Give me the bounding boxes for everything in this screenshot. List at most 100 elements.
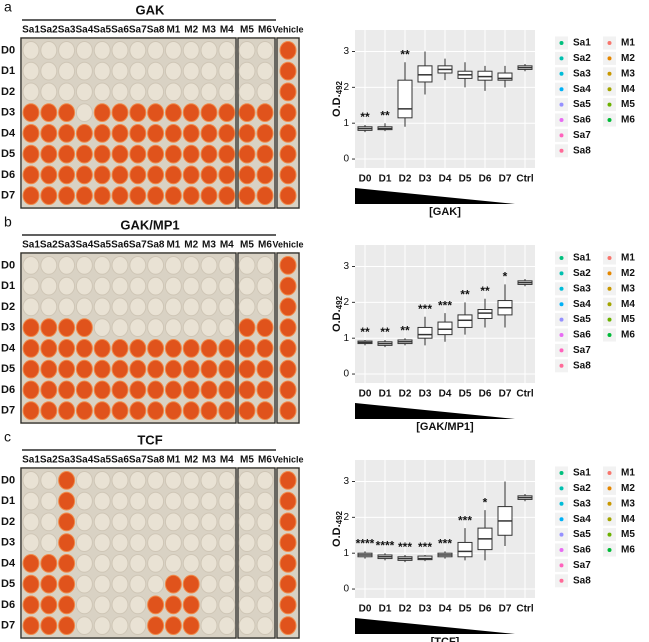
plate-column-label: M6 [258, 240, 272, 251]
x-tick-label: D7 [499, 389, 512, 400]
significance: ** [360, 325, 370, 339]
significance: **** [356, 537, 375, 551]
x-tick-label: D5 [459, 604, 472, 615]
well [93, 359, 111, 379]
well [93, 82, 111, 102]
x-tick-label: Ctrl [516, 174, 533, 185]
plate-row-label: D0 [1, 259, 15, 271]
well [129, 595, 147, 615]
well [22, 616, 40, 635]
well [22, 82, 40, 102]
legend-dot [607, 71, 612, 76]
plate-row-label: D5 [1, 363, 15, 375]
well [200, 471, 218, 490]
plate-column-label: Sa2 [40, 25, 58, 36]
legend-label: Sa6 [573, 115, 591, 126]
well [164, 82, 182, 102]
well [93, 297, 111, 317]
significance: **** [376, 538, 395, 552]
plate-column-label: M6 [258, 455, 272, 466]
plate-box [276, 467, 300, 639]
well [279, 276, 297, 296]
well [218, 124, 236, 143]
well [279, 82, 297, 102]
well [22, 165, 40, 185]
legend-dot [559, 71, 564, 76]
well [58, 41, 76, 60]
plate-box [237, 467, 276, 639]
well [93, 103, 111, 122]
legend-label: M2 [621, 268, 635, 279]
well [200, 491, 218, 511]
well [182, 144, 200, 164]
well [129, 359, 147, 379]
y-tick-label: 1 [343, 548, 349, 559]
plate-row-label: D3 [1, 107, 15, 119]
well [147, 401, 165, 420]
plate-box [20, 37, 237, 209]
plate-column-label: M1 [166, 455, 180, 466]
y-tick-label: 1 [343, 118, 349, 129]
well [93, 61, 111, 81]
well [22, 339, 40, 358]
legend-label: Sa1 [573, 468, 591, 479]
well [256, 41, 274, 60]
well [40, 82, 58, 102]
well [147, 554, 165, 573]
well [238, 339, 256, 358]
legend-dot [559, 133, 564, 138]
legend-dot [607, 532, 612, 537]
legend-label: Sa6 [573, 330, 591, 341]
legend-dot [607, 87, 612, 92]
plate-column-label: M5 [240, 25, 254, 36]
plate-column-label: Sa8 [147, 240, 165, 251]
well [164, 595, 182, 615]
well [200, 401, 218, 420]
well [93, 339, 111, 358]
plate-row-label: D6 [1, 599, 15, 611]
well [182, 103, 200, 122]
well [22, 276, 40, 296]
well [22, 61, 40, 81]
well [93, 554, 111, 573]
well [93, 471, 111, 490]
legend-label: M5 [621, 99, 635, 110]
legend-label: M3 [621, 68, 635, 79]
well [200, 359, 218, 379]
well [22, 256, 40, 275]
y-axis-label-sub: 492 [335, 80, 344, 94]
plate-box [276, 37, 300, 209]
legend-label: M6 [621, 330, 635, 341]
x-tick-label: D2 [399, 174, 412, 185]
plate-row-label: D4 [1, 557, 16, 569]
x-tick-label: D1 [379, 604, 392, 615]
plate-row-label: D4 [1, 342, 16, 354]
well [238, 554, 256, 573]
well [111, 471, 129, 490]
well [93, 574, 111, 594]
well [200, 82, 218, 102]
legend-dot [607, 256, 612, 260]
well [93, 401, 111, 420]
well [93, 124, 111, 143]
plate-row-label: D3 [1, 537, 15, 549]
well [200, 124, 218, 143]
well [218, 103, 236, 122]
plate-column-label: M3 [202, 25, 216, 36]
y-tick-label: 0 [343, 369, 349, 380]
well [238, 82, 256, 102]
legend-label: Sa5 [573, 529, 591, 540]
well [93, 41, 111, 60]
well [40, 380, 58, 400]
well [218, 512, 236, 532]
well [111, 401, 129, 420]
well [218, 165, 236, 185]
well [93, 186, 111, 205]
concentration-wedge [355, 618, 515, 634]
well [164, 491, 182, 511]
well [40, 41, 58, 60]
legend-label: Sa1 [573, 38, 591, 49]
plate-row-label: D6 [1, 384, 15, 396]
x-tick-label: D4 [439, 389, 452, 400]
well [75, 491, 93, 511]
